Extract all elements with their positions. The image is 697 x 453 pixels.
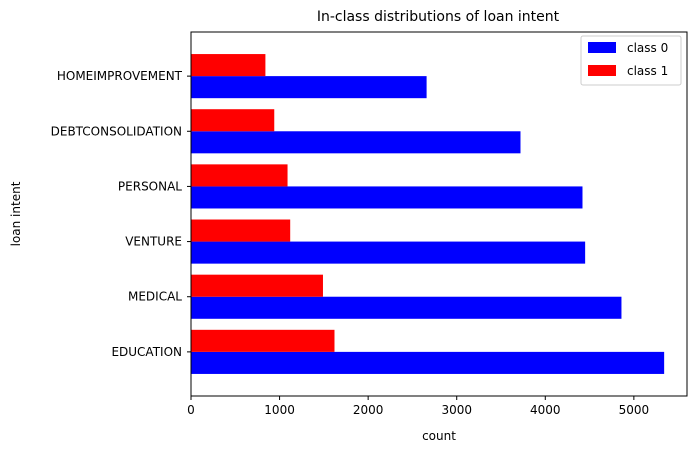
- x-axis-label: count: [422, 429, 456, 443]
- bar-personal-class-0: [191, 186, 583, 209]
- x-tick-label: 4000: [530, 403, 561, 417]
- bar-venture-class-0: [191, 241, 586, 264]
- bar-medical-class-0: [191, 296, 622, 319]
- legend-label-class-0: class 0: [627, 41, 668, 55]
- bar-homeimprovement-class-1: [191, 54, 266, 77]
- y-tick-label: DEBTCONSOLIDATION: [51, 124, 182, 138]
- x-tick-label: 1000: [264, 403, 295, 417]
- legend-label-class-1: class 1: [627, 64, 668, 78]
- legend-swatch-class-1: [588, 65, 616, 76]
- bar-debtconsolidation-class-0: [191, 131, 521, 154]
- y-tick-label: HOMEIMPROVEMENT: [57, 69, 183, 83]
- bar-education-class-1: [191, 329, 335, 352]
- y-axis-label: loan intent: [9, 181, 23, 246]
- chart-title: In-class distributions of loan intent: [317, 9, 560, 25]
- y-tick-label: EDUCATION: [111, 345, 182, 359]
- x-axis-ticks: 0 1000 2000 3000 4000 5000: [187, 396, 649, 417]
- bars-group: [191, 54, 665, 374]
- x-tick-label: 2000: [353, 403, 384, 417]
- plot-area-frame: [190, 31, 688, 397]
- x-tick-label: 3000: [441, 403, 472, 417]
- y-axis-ticks: EDUCATION MEDICAL VENTURE PERSONAL DEBTCONSO…: [51, 69, 191, 359]
- y-tick-label: PERSONAL: [118, 179, 182, 193]
- bar-debtconsolidation-class-1: [191, 109, 275, 132]
- x-tick-label: 5000: [619, 403, 650, 417]
- bar-education-class-0: [191, 351, 665, 374]
- y-tick-label: MEDICAL: [128, 290, 182, 304]
- y-tick-label: VENTURE: [125, 235, 182, 249]
- x-tick-label: 0: [187, 403, 195, 417]
- bar-venture-class-1: [191, 219, 291, 242]
- bar-medical-class-1: [191, 274, 323, 297]
- legend-swatch-class-0: [588, 42, 616, 53]
- bar-homeimprovement-class-0: [191, 76, 427, 99]
- bar-personal-class-1: [191, 164, 288, 187]
- legend: class 0 class 1: [580, 35, 682, 86]
